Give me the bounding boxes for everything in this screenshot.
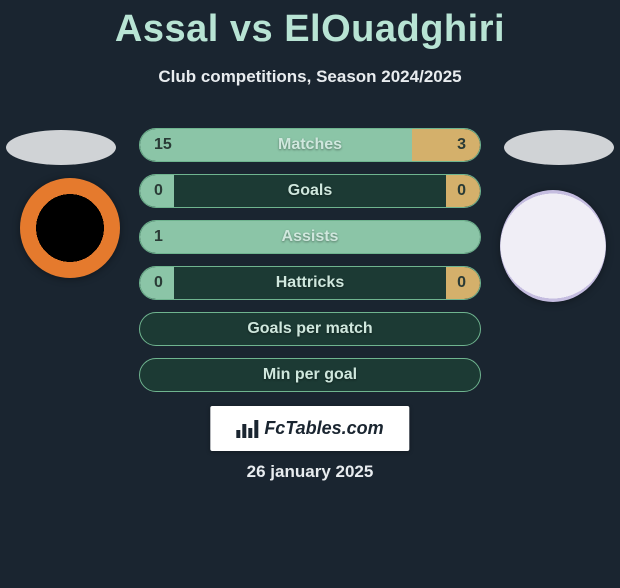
stat-value-right: 3 [457, 129, 466, 161]
stat-label: Assists [140, 221, 480, 253]
player-shadow-right [504, 130, 614, 165]
stat-row: Matches15 3 [139, 128, 481, 162]
stat-value-left: 0 [154, 175, 163, 207]
stat-row: Goals0 0 [139, 174, 481, 208]
club-logo-left [20, 178, 120, 278]
player-shadow-left [6, 130, 116, 165]
stat-value-left: 1 [154, 221, 163, 253]
stat-label: Min per goal [140, 359, 480, 391]
stat-row: Min per goal [139, 358, 481, 392]
stat-value-right: 0 [457, 267, 466, 299]
bar-chart-icon [236, 420, 258, 438]
source-label: FcTables.com [264, 418, 383, 439]
stats-container: Matches153Goals00Assists1Hattricks00Goal… [139, 128, 481, 404]
stat-row: Goals per match [139, 312, 481, 346]
stat-label: Matches [140, 129, 480, 161]
page-title: Assal vs ElOuadghiri [0, 8, 620, 51]
stat-label: Goals per match [140, 313, 480, 345]
date-label: 26 january 2025 [0, 462, 620, 482]
stat-row: Hattricks0 0 [139, 266, 481, 300]
stat-value-left: 15 [154, 129, 172, 161]
stat-label: Hattricks [140, 267, 480, 299]
stat-value-left: 0 [154, 267, 163, 299]
source-badge[interactable]: FcTables.com [210, 406, 409, 451]
club-logo-right [500, 190, 606, 302]
stat-value-right: 0 [457, 175, 466, 207]
stat-label: Goals [140, 175, 480, 207]
season-subtitle: Club competitions, Season 2024/2025 [0, 67, 620, 87]
stat-row: Assists1 [139, 220, 481, 254]
